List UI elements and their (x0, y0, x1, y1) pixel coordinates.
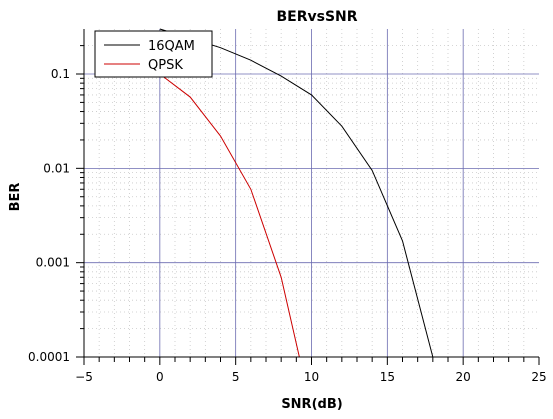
x-axis-title: SNR(dB) (281, 397, 342, 412)
legend-label-qpsk: QPSK (148, 58, 183, 73)
axes-layer: −5 0 5 10 15 20 25 0.0001 0.001 0.01 0.1 (28, 29, 547, 384)
x-tick-label: 5 (232, 370, 240, 384)
grid-major (84, 29, 539, 357)
x-tick-label: −5 (75, 370, 93, 384)
legend: 16QAM QPSK (94, 30, 213, 78)
x-tick-label: 0 (156, 370, 164, 384)
y-tick-label: 0.001 (36, 256, 70, 270)
y-axis-title: BER (8, 183, 23, 212)
legend-label-16qam: 16QAM (148, 39, 195, 54)
x-tick-label: 25 (531, 370, 546, 384)
chart-title: BERvsSNR (276, 9, 357, 25)
grid-minor (84, 29, 539, 357)
x-tick-label: 10 (304, 370, 319, 384)
x-tick-label: 20 (456, 370, 471, 384)
x-tick-label: 15 (380, 370, 395, 384)
legend-box (94, 30, 213, 78)
y-tick-label: 0.0001 (28, 350, 70, 364)
series-line-qpsk (159, 73, 300, 358)
y-tick-label: 0.1 (51, 67, 70, 81)
y-tick-label: 0.01 (43, 161, 70, 175)
